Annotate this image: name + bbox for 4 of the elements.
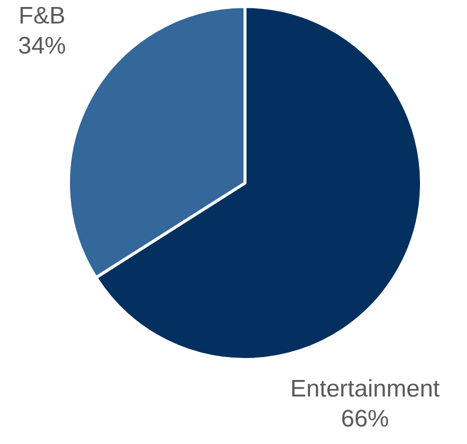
data-label: 66% [340,406,390,433]
slice-label: Entertainment [290,376,440,403]
data-label: 34% [18,32,66,60]
slice-label: F&B [18,2,66,30]
